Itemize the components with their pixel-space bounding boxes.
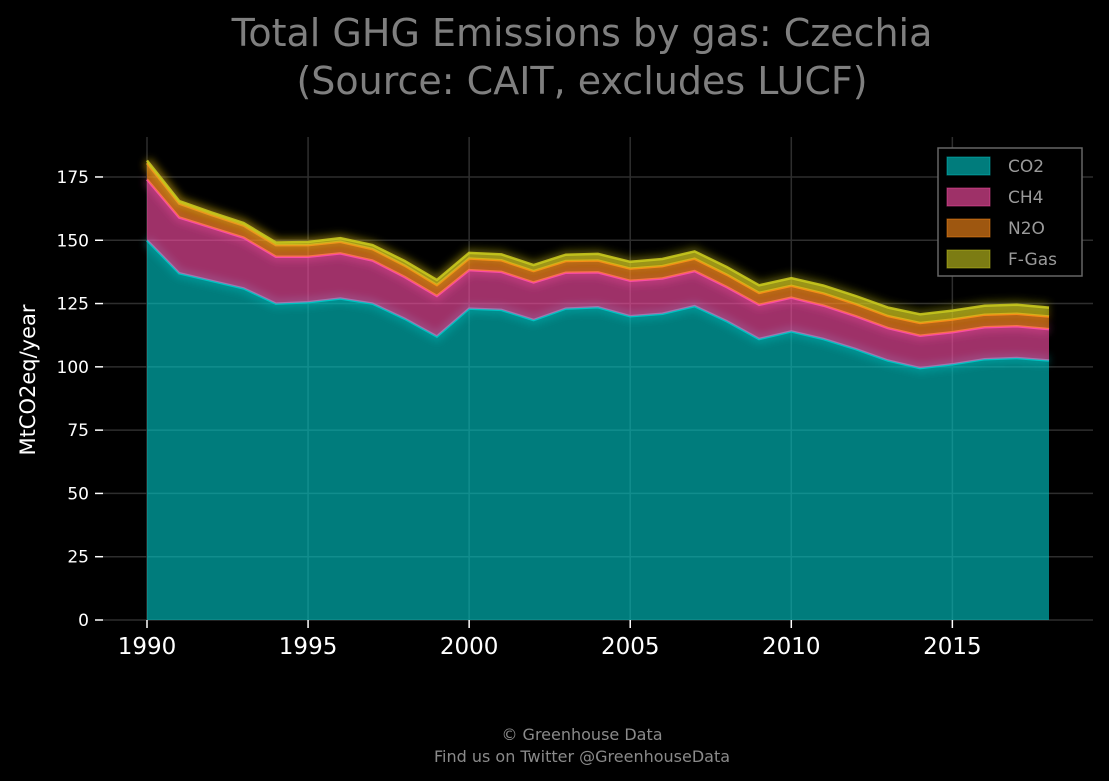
x-tick-label: 2015 bbox=[923, 634, 982, 660]
footer-copyright: © Greenhouse Data bbox=[501, 725, 662, 744]
chart-subtitle: (Source: CAIT, excludes LUCF) bbox=[296, 59, 867, 103]
y-tick-label: 0 bbox=[78, 611, 89, 631]
y-tick-label: 25 bbox=[67, 548, 89, 568]
area-co2 bbox=[147, 240, 1049, 621]
y-tick-label: 125 bbox=[57, 295, 89, 315]
y-tick-label: 175 bbox=[57, 168, 89, 188]
legend-swatch-n2o bbox=[946, 218, 991, 238]
axes: 0 25 50 75 100 125 150 175 1990 1995 2000 2005 2010 2… bbox=[57, 168, 982, 660]
legend-label-n2o: N2O bbox=[1008, 219, 1045, 239]
legend: CO2 CH4 N2O F-Gas bbox=[937, 147, 1083, 277]
y-axis-label: MtCO2eq/year bbox=[16, 304, 40, 455]
y-tick-label: 50 bbox=[67, 484, 89, 504]
chart-title: Total GHG Emissions by gas: Czechia bbox=[231, 11, 933, 55]
footer-twitter: Find us on Twitter @GreenhouseData bbox=[434, 747, 730, 766]
stacked-areas bbox=[143, 157, 1050, 621]
legend-label-co2: CO2 bbox=[1008, 157, 1044, 177]
x-tick-label: 2005 bbox=[601, 634, 660, 660]
legend-swatch-f-gas bbox=[946, 249, 991, 269]
x-tick-label: 2010 bbox=[762, 634, 821, 660]
y-tick-label: 75 bbox=[67, 421, 89, 441]
legend-swatch-co2 bbox=[946, 156, 991, 176]
x-tick-label: 2000 bbox=[440, 634, 499, 660]
legend-label-f-gas: F-Gas bbox=[1008, 250, 1057, 270]
x-tick-label: 1990 bbox=[118, 634, 177, 660]
y-tick-label: 100 bbox=[57, 358, 89, 378]
y-tick-label: 150 bbox=[57, 231, 89, 251]
area-n2o bbox=[147, 163, 1049, 336]
legend-label-ch4: CH4 bbox=[1008, 188, 1043, 208]
legend-swatch-ch4 bbox=[946, 187, 991, 207]
line-f-gas bbox=[146, 159, 1050, 316]
x-tick-label: 1995 bbox=[279, 634, 338, 660]
